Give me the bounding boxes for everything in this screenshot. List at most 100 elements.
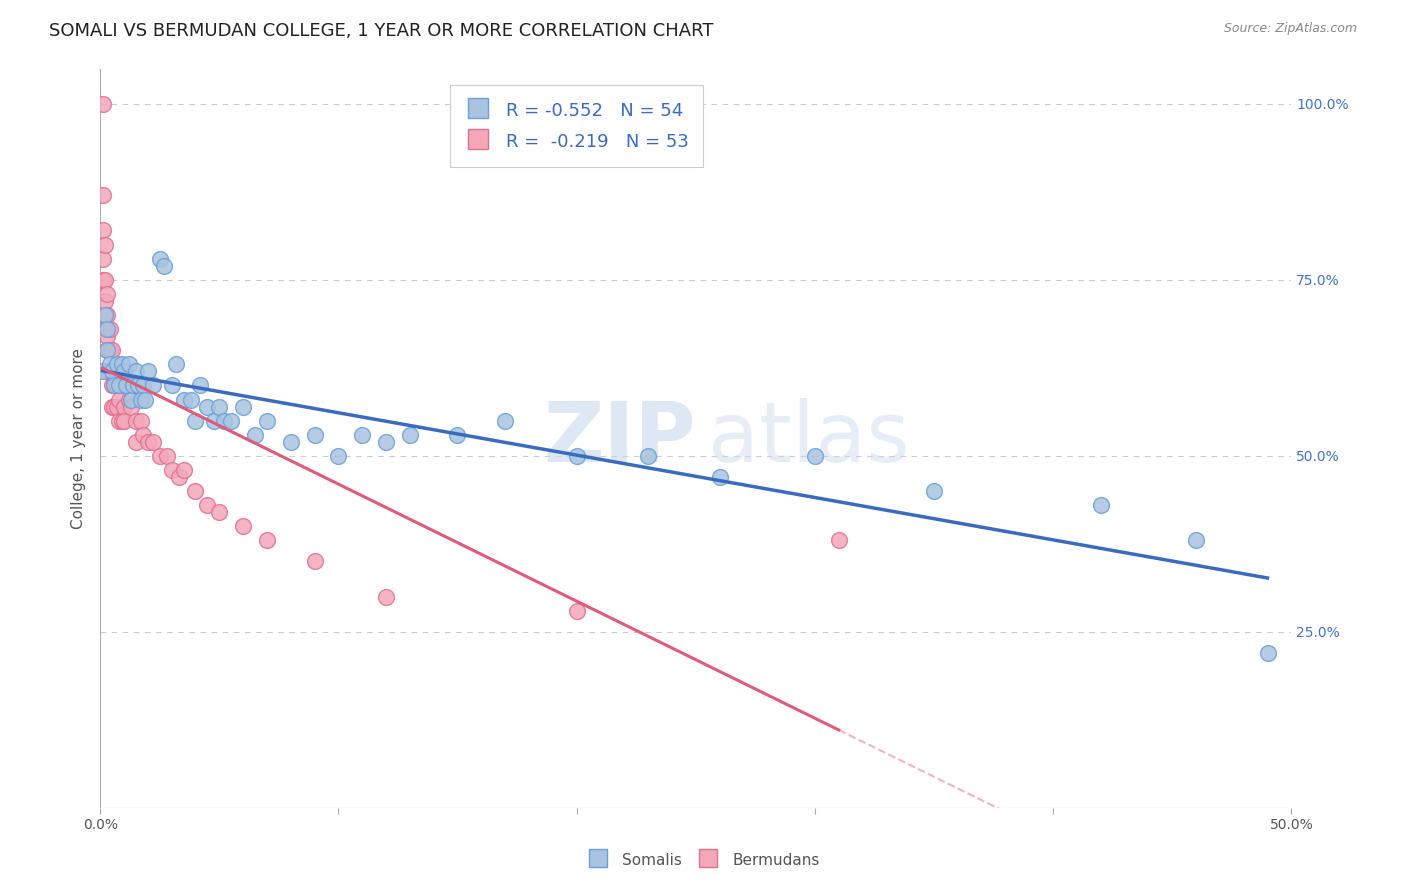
Point: [141, 434, 163, 449]
Point: [94, 293, 117, 308]
Point: [804, 449, 827, 463]
Point: [125, 414, 148, 428]
Point: [103, 400, 125, 414]
Point: [219, 414, 242, 428]
Point: [101, 364, 124, 378]
Point: [120, 392, 142, 407]
Point: [96, 343, 118, 358]
Point: [91, 96, 114, 111]
Text: SOMALI VS BERMUDAN COLLEGE, 1 YEAR OR MORE CORRELATION CHART: SOMALI VS BERMUDAN COLLEGE, 1 YEAR OR MO…: [49, 22, 714, 40]
Point: [232, 400, 254, 414]
Point: [122, 378, 145, 392]
Point: [195, 400, 218, 414]
Point: [827, 533, 849, 548]
Point: [243, 427, 266, 442]
Point: [105, 357, 128, 371]
Point: [212, 414, 235, 428]
Point: [101, 378, 124, 392]
Text: atlas: atlas: [707, 398, 910, 479]
Point: [112, 414, 135, 428]
Point: [112, 364, 135, 378]
Point: [494, 414, 516, 428]
Point: [132, 378, 155, 392]
Y-axis label: College, 1 year or more: College, 1 year or more: [72, 348, 86, 529]
Point: [180, 392, 202, 407]
Point: [91, 188, 114, 202]
Point: [160, 378, 183, 392]
Point: [280, 434, 302, 449]
Point: [101, 400, 124, 414]
Point: [328, 449, 350, 463]
Point: [256, 414, 278, 428]
Point: [105, 400, 128, 414]
Point: [149, 252, 172, 266]
Point: [208, 400, 231, 414]
Point: [101, 343, 124, 358]
Point: [136, 434, 159, 449]
Point: [922, 484, 945, 499]
Point: [98, 357, 121, 371]
Point: [91, 223, 114, 237]
Point: [208, 505, 231, 519]
Point: [108, 378, 131, 392]
Point: [125, 364, 148, 378]
Point: [94, 308, 117, 322]
Point: [204, 414, 226, 428]
Point: [134, 392, 156, 407]
Point: [1185, 533, 1208, 548]
Point: [103, 378, 125, 392]
Point: [256, 533, 278, 548]
Point: [94, 237, 117, 252]
Point: [141, 378, 163, 392]
Point: [120, 400, 142, 414]
Point: [96, 322, 118, 336]
Point: [103, 378, 125, 392]
Point: [127, 378, 149, 392]
Point: [565, 449, 588, 463]
Legend: Somalis, Bermudans: Somalis, Bermudans: [581, 845, 825, 875]
Point: [110, 357, 132, 371]
Point: [637, 449, 659, 463]
Point: [188, 378, 211, 392]
Point: [132, 427, 155, 442]
Point: [118, 392, 141, 407]
Point: [112, 400, 135, 414]
Point: [118, 357, 141, 371]
Point: [105, 378, 128, 392]
Point: [136, 364, 159, 378]
Point: [160, 463, 183, 477]
Point: [108, 414, 131, 428]
Point: [565, 604, 588, 618]
Point: [304, 554, 326, 568]
Point: [232, 519, 254, 533]
Point: [101, 364, 124, 378]
Point: [153, 259, 176, 273]
Point: [96, 364, 118, 378]
Point: [91, 273, 114, 287]
Point: [96, 308, 118, 322]
Point: [98, 322, 121, 336]
Point: [94, 273, 117, 287]
Point: [91, 364, 114, 378]
Point: [96, 286, 118, 301]
Point: [96, 329, 118, 343]
Legend: R = -0.552   N = 54, R =  -0.219   N = 53: R = -0.552 N = 54, R = -0.219 N = 53: [450, 85, 703, 167]
Point: [98, 364, 121, 378]
Point: [173, 463, 195, 477]
Point: [375, 590, 398, 604]
Point: [103, 364, 125, 378]
Point: [304, 427, 326, 442]
Point: [352, 427, 374, 442]
Point: [375, 434, 398, 449]
Point: [156, 449, 179, 463]
Point: [125, 434, 148, 449]
Point: [446, 427, 468, 442]
Point: [94, 322, 117, 336]
Point: [110, 414, 132, 428]
Point: [184, 414, 207, 428]
Point: [709, 470, 731, 484]
Point: [1090, 498, 1112, 512]
Text: ZIP: ZIP: [543, 398, 696, 479]
Point: [1257, 646, 1279, 660]
Point: [149, 449, 172, 463]
